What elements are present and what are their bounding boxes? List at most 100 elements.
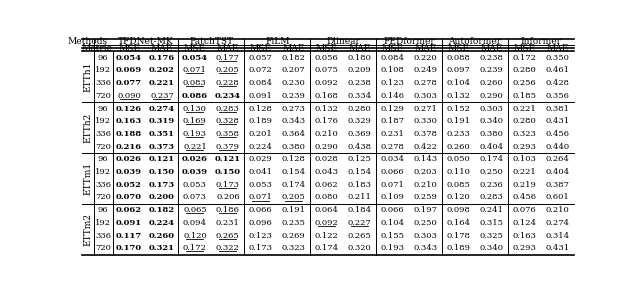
Text: 0.085: 0.085 <box>447 181 470 189</box>
Text: MAE: MAE <box>151 44 173 53</box>
Text: 0.185: 0.185 <box>512 92 536 100</box>
Text: 0.174: 0.174 <box>282 181 306 189</box>
Text: 0.280: 0.280 <box>513 117 536 125</box>
Text: 0.104: 0.104 <box>381 219 404 227</box>
Text: MAE: MAE <box>546 44 568 53</box>
Text: 0.224: 0.224 <box>149 219 175 227</box>
Text: 0.238: 0.238 <box>348 79 371 87</box>
Text: 0.431: 0.431 <box>545 244 569 252</box>
Text: 0.381: 0.381 <box>545 104 569 113</box>
Text: 0.221: 0.221 <box>513 104 536 113</box>
Text: 0.404: 0.404 <box>479 143 504 151</box>
Text: 0.303: 0.303 <box>413 232 437 240</box>
Text: 0.221: 0.221 <box>149 79 175 87</box>
Text: 0.205: 0.205 <box>216 66 240 75</box>
Text: 0.351: 0.351 <box>149 130 175 138</box>
Text: 0.152: 0.152 <box>447 104 470 113</box>
Text: 0.097: 0.097 <box>447 66 470 75</box>
Text: 0.205: 0.205 <box>282 193 305 202</box>
Text: 0.323: 0.323 <box>282 244 306 252</box>
Text: 0.041: 0.041 <box>249 168 273 176</box>
Text: 0.155: 0.155 <box>381 232 404 240</box>
Text: 0.231: 0.231 <box>216 219 240 227</box>
Text: 0.207: 0.207 <box>282 66 305 75</box>
Text: 0.325: 0.325 <box>479 232 503 240</box>
Text: MSE: MSE <box>513 44 535 53</box>
Text: 0.265: 0.265 <box>216 232 240 240</box>
Text: 192: 192 <box>95 117 111 125</box>
Text: 0.186: 0.186 <box>216 206 240 214</box>
Text: 0.122: 0.122 <box>315 232 339 240</box>
Text: 0.201: 0.201 <box>249 130 273 138</box>
Text: 0.071: 0.071 <box>249 193 273 202</box>
Text: 0.210: 0.210 <box>315 130 339 138</box>
Text: 0.110: 0.110 <box>447 168 470 176</box>
Text: 0.066: 0.066 <box>381 168 404 176</box>
Text: 0.303: 0.303 <box>479 104 503 113</box>
Text: 0.029: 0.029 <box>249 155 273 163</box>
Text: 0.340: 0.340 <box>479 117 503 125</box>
Text: PatchTST: PatchTST <box>189 37 234 46</box>
Text: 0.182: 0.182 <box>149 206 175 214</box>
Text: 0.150: 0.150 <box>215 168 241 176</box>
Text: 0.073: 0.073 <box>183 193 207 202</box>
Text: FEDformer: FEDformer <box>383 37 435 46</box>
Text: 0.168: 0.168 <box>315 92 339 100</box>
Text: 0.146: 0.146 <box>381 92 404 100</box>
Text: 0.064: 0.064 <box>315 206 339 214</box>
Text: 0.071: 0.071 <box>183 66 207 75</box>
Text: 0.234: 0.234 <box>215 92 241 100</box>
Text: 0.170: 0.170 <box>116 244 142 252</box>
Text: 0.271: 0.271 <box>413 104 437 113</box>
Text: 0.172: 0.172 <box>183 244 207 252</box>
Text: 0.323: 0.323 <box>513 130 536 138</box>
Text: 0.182: 0.182 <box>282 54 306 62</box>
Text: 0.259: 0.259 <box>413 193 437 202</box>
Text: MAE: MAE <box>217 44 239 53</box>
Text: 0.274: 0.274 <box>545 219 569 227</box>
Text: MSE: MSE <box>250 44 272 53</box>
Text: 0.108: 0.108 <box>381 66 404 75</box>
Text: 720: 720 <box>95 244 111 252</box>
Text: 0.130: 0.130 <box>183 104 207 113</box>
Text: 0.103: 0.103 <box>513 155 536 163</box>
Text: 0.269: 0.269 <box>282 232 305 240</box>
Text: 720: 720 <box>95 193 111 202</box>
Text: 0.054: 0.054 <box>182 54 208 62</box>
Text: 0.250: 0.250 <box>413 219 437 227</box>
Text: 0.062: 0.062 <box>116 206 142 214</box>
Text: 336: 336 <box>95 181 111 189</box>
Text: 0.172: 0.172 <box>513 54 536 62</box>
Text: Informer: Informer <box>520 37 561 46</box>
Text: 0.075: 0.075 <box>315 66 339 75</box>
Text: 0.303: 0.303 <box>413 92 437 100</box>
Text: 0.043: 0.043 <box>315 168 339 176</box>
Text: 0.456: 0.456 <box>512 193 536 202</box>
Text: 0.203: 0.203 <box>413 168 437 176</box>
Text: MSE: MSE <box>381 44 403 53</box>
Text: 0.154: 0.154 <box>348 168 372 176</box>
Text: 0.221: 0.221 <box>183 143 207 151</box>
Text: 0.241: 0.241 <box>479 206 503 214</box>
Text: 0.193: 0.193 <box>381 244 404 252</box>
Text: 0.174: 0.174 <box>479 155 504 163</box>
Text: 0.230: 0.230 <box>282 79 305 87</box>
Text: 336: 336 <box>95 232 111 240</box>
Text: 0.096: 0.096 <box>249 219 273 227</box>
Text: 96: 96 <box>98 206 109 214</box>
Text: 0.128: 0.128 <box>249 104 273 113</box>
Text: 0.191: 0.191 <box>446 117 470 125</box>
Text: 192: 192 <box>95 168 111 176</box>
Text: 0.104: 0.104 <box>446 79 470 87</box>
Text: 0.066: 0.066 <box>381 206 404 214</box>
Text: 0.056: 0.056 <box>315 54 339 62</box>
Text: 0.132: 0.132 <box>447 92 470 100</box>
Text: MSE: MSE <box>118 44 140 53</box>
Text: 0.117: 0.117 <box>116 232 142 240</box>
Text: 0.125: 0.125 <box>348 155 371 163</box>
Text: 0.283: 0.283 <box>216 104 240 113</box>
Text: 0.039: 0.039 <box>182 168 208 176</box>
Text: 0.373: 0.373 <box>149 143 175 151</box>
Text: 0.121: 0.121 <box>215 155 241 163</box>
Text: 336: 336 <box>95 79 111 87</box>
